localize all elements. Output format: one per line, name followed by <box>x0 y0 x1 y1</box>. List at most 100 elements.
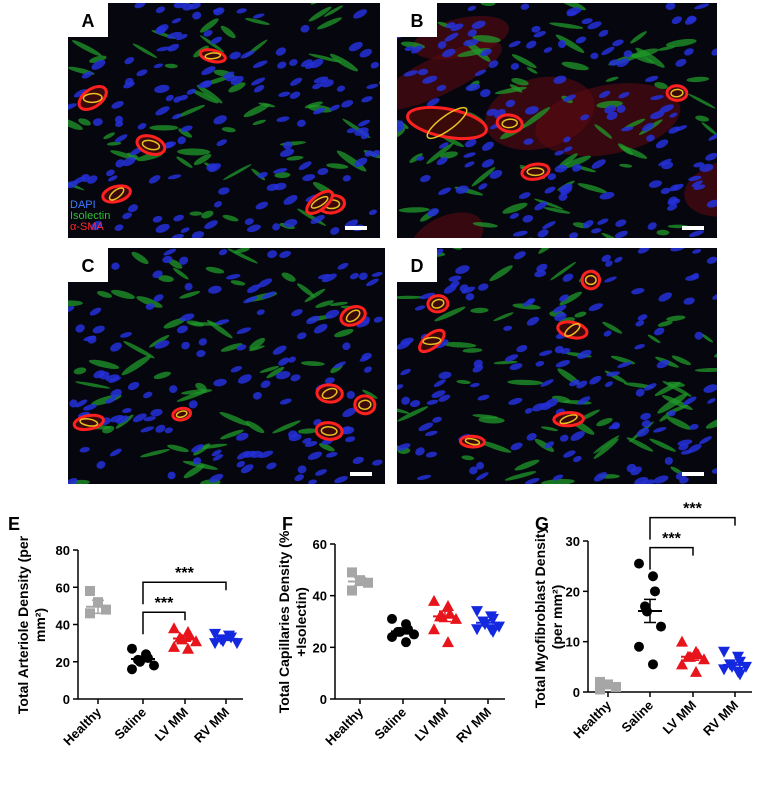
isolectin-signal <box>550 261 577 281</box>
nucleus <box>179 256 189 265</box>
nucleus <box>535 360 545 367</box>
nucleus <box>545 398 559 408</box>
x-tick-label: Healthy <box>322 704 366 748</box>
nucleus <box>436 157 448 166</box>
nucleus <box>591 228 602 234</box>
isolectin-signal <box>701 122 717 136</box>
isolectin-signal <box>319 443 335 452</box>
nucleus <box>599 191 615 200</box>
nucleus <box>186 88 197 95</box>
data-point <box>387 632 397 642</box>
nucleus <box>155 223 170 233</box>
nucleus <box>267 250 278 259</box>
isolectin-signal <box>186 320 205 327</box>
nucleus <box>504 354 519 362</box>
isolectin-signal <box>189 211 203 216</box>
nucleus <box>465 83 481 92</box>
panel-label: B <box>411 11 424 31</box>
isolectin-signal <box>480 3 496 7</box>
data-point <box>428 594 440 606</box>
nucleus <box>653 426 667 433</box>
x-tick-label: Healthy <box>570 697 614 741</box>
nucleus <box>296 119 306 127</box>
nucleus <box>631 288 645 295</box>
isolectin-signal <box>149 125 179 131</box>
isolectin-signal <box>504 471 537 481</box>
isolectin-signal <box>179 291 201 299</box>
isolectin-signal <box>507 379 544 386</box>
nucleus <box>418 422 434 432</box>
nucleus <box>608 423 620 430</box>
isolectin-signal <box>220 343 243 352</box>
nucleus <box>370 61 379 69</box>
data-point <box>471 624 483 636</box>
isolectin-signal <box>511 54 537 69</box>
nucleus <box>236 344 247 351</box>
nucleus <box>478 183 488 190</box>
isolectin-signal <box>153 371 171 380</box>
nucleus <box>238 374 252 384</box>
y-tick-label: 80 <box>56 543 70 558</box>
isolectin-signal <box>258 102 276 108</box>
nucleus <box>667 410 676 417</box>
data-point <box>656 621 666 632</box>
isolectin-signal <box>306 498 319 509</box>
data-point <box>634 641 644 652</box>
isolectin-signal <box>176 156 193 168</box>
nucleus <box>467 29 477 37</box>
y-tick-label: 20 <box>566 584 580 599</box>
nucleus <box>313 76 329 84</box>
nucleus <box>236 8 247 14</box>
nucleus <box>705 152 717 161</box>
x-tick-label: LV MM <box>660 698 700 738</box>
isolectin-signal <box>695 115 709 122</box>
isolectin-signal <box>272 420 301 434</box>
nucleus <box>612 39 624 47</box>
nucleus <box>283 141 293 150</box>
data-point <box>168 640 180 652</box>
nucleus <box>618 91 630 99</box>
isolectin-signal <box>245 18 270 25</box>
nucleus <box>252 13 265 19</box>
nucleus <box>450 280 460 288</box>
isolectin-signal <box>37 105 54 120</box>
nucleus <box>115 415 129 424</box>
nucleus <box>243 296 258 304</box>
nucleus <box>510 62 520 70</box>
vessel-lumen <box>345 309 361 323</box>
y-tick-label: 0 <box>63 692 70 707</box>
x-tick-label: RV MM <box>700 698 741 739</box>
nucleus <box>110 389 122 398</box>
nucleus <box>653 327 665 336</box>
isolectin-signal <box>219 411 251 427</box>
isolectin-signal <box>560 155 592 169</box>
sem-bar <box>602 683 614 688</box>
nucleus <box>167 43 180 52</box>
nucleus <box>211 449 222 457</box>
nucleus <box>273 168 288 174</box>
nucleus <box>177 136 186 145</box>
nucleus <box>635 388 645 397</box>
nucleus <box>191 231 205 238</box>
nucleus <box>416 156 425 161</box>
isolectin-signal <box>549 22 584 29</box>
nucleus <box>552 474 564 481</box>
nucleus <box>260 380 271 389</box>
nucleus <box>587 21 602 30</box>
vessel-lumen <box>204 52 222 60</box>
vessel <box>406 105 488 141</box>
panel-label-box <box>68 248 108 282</box>
nucleus <box>244 218 254 225</box>
nucleus <box>569 379 580 387</box>
nucleus <box>315 469 327 476</box>
nucleus <box>182 3 193 11</box>
nucleus <box>354 127 369 136</box>
nucleus <box>572 164 582 172</box>
nucleus <box>397 443 411 451</box>
isolectin-signal <box>521 107 551 129</box>
nucleus <box>635 320 645 327</box>
nucleus <box>604 381 613 388</box>
nucleus <box>372 459 383 466</box>
y-tick-label: 0 <box>320 692 327 707</box>
nucleus <box>601 46 615 56</box>
